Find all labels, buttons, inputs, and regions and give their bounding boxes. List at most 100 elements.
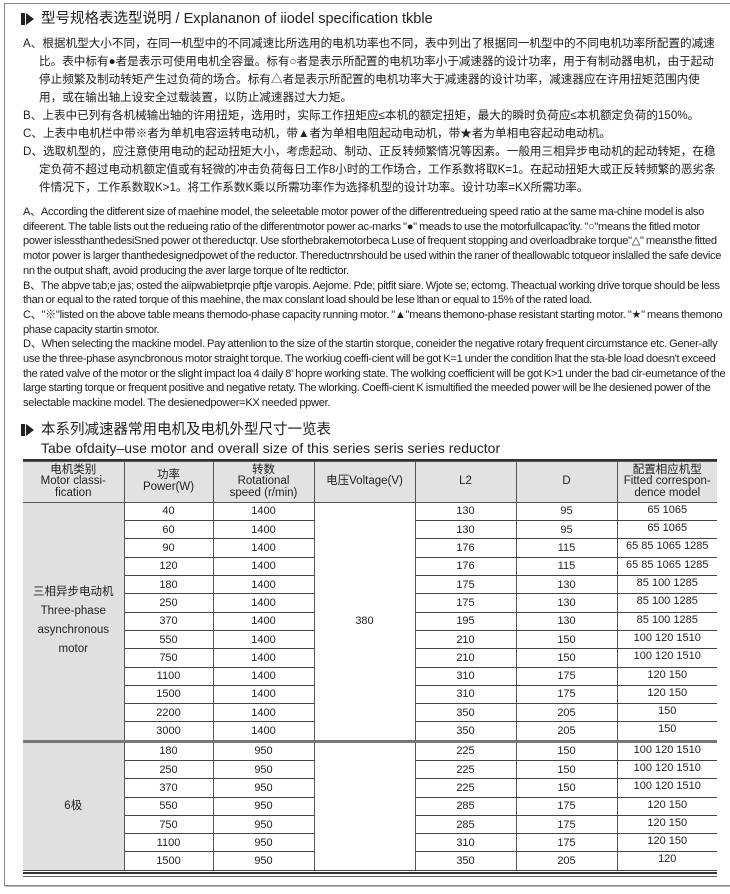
l2-cell: 176 xyxy=(414,556,517,577)
d-cell: 175 xyxy=(515,684,618,705)
d-cell: 150 xyxy=(515,778,618,798)
speed-cell: 1400 xyxy=(212,684,315,705)
power-cell: 2200 xyxy=(124,703,214,723)
note-d-cn: D、选取机型的，应注意使用电动的起动扭矩大小，考虑起动、制动、正反转频繁情况等因… xyxy=(23,145,716,194)
table-row: 1500 1400 310 175 120 150 xyxy=(23,684,717,705)
d-cell: 175 xyxy=(515,814,618,835)
d-cell: 150 xyxy=(515,739,618,762)
table-row: 三相异步电动机 Three-phase asynchronous motor 40 140… xyxy=(23,501,717,742)
l2-cell: 350 xyxy=(414,703,517,723)
note-a-cn: A、根据机型大小不同，在同一机型中的不同减速比所选用的电机功率也不同，表中列出了… xyxy=(23,37,715,104)
d-cell: 205 xyxy=(515,851,618,871)
model-cell: 85 100 1285 xyxy=(616,611,717,631)
header-category: 电机类别 Motor classi-fication xyxy=(23,460,125,503)
l2-cell: 225 xyxy=(414,739,517,762)
section-title-text: 本系列减速器常用电机及电机外型尺寸一览表 xyxy=(41,421,331,438)
d-cell: 115 xyxy=(515,538,618,558)
table-row: 750 950 285 175 120 150 xyxy=(23,814,717,835)
l2-cell: 210 xyxy=(414,648,517,668)
power-cell: 40 xyxy=(123,501,214,522)
d-cell: 175 xyxy=(515,796,618,816)
model-cell: 100 120 1510 xyxy=(616,778,717,798)
speed-cell: 1400 xyxy=(212,703,315,723)
speed-cell: 1400 xyxy=(212,666,315,686)
speed-cell: 1400 xyxy=(212,538,315,558)
speed-cell: 1400 xyxy=(212,611,315,631)
speed-cell: 1400 xyxy=(212,556,315,577)
table-row: 2200 1400 350 205 150 xyxy=(23,703,717,723)
table-row: 250 1400 175 130 85 100 1285 xyxy=(23,593,717,613)
table-row: 1500 950 350 205 120 xyxy=(23,851,717,871)
d-cell: 205 xyxy=(515,703,618,723)
l2-cell: 225 xyxy=(414,759,517,780)
note-d-en: D、When selecting the mackine model. Pay … xyxy=(23,338,726,410)
power-cell: 1500 xyxy=(124,684,214,705)
speed-cell: 950 xyxy=(212,739,315,762)
table-row: 370 1400 195 130 85 100 1285 xyxy=(23,611,717,631)
speed-cell: 950 xyxy=(212,833,315,853)
model-cell: 150 xyxy=(616,721,717,742)
power-cell: 550 xyxy=(124,629,214,650)
l2-cell: 130 xyxy=(414,501,517,522)
d-cell: 115 xyxy=(515,556,618,577)
note-c-en: C、"※"listed on the above table means the… xyxy=(23,308,723,336)
speed-cell: 1400 xyxy=(212,648,315,668)
model-cell: 85 100 1285 xyxy=(616,593,717,613)
model-cell: 120 150 xyxy=(616,833,717,853)
table-row: 6极 180 950 225 150 100 120 1510 xyxy=(23,739,717,871)
table-bottom-rule-thin xyxy=(23,875,717,877)
section-arrow-icon xyxy=(21,423,35,437)
power-cell: 750 xyxy=(124,648,214,668)
speed-cell: 1400 xyxy=(212,575,315,595)
category-cn: 6极 xyxy=(64,799,83,812)
power-cell: 180 xyxy=(123,739,214,762)
model-cell: 65 1065 xyxy=(616,501,717,522)
speed-cell: 950 xyxy=(212,778,315,798)
category-en: asynchronous xyxy=(37,624,110,637)
table-row: 750 1400 210 150 100 120 1510 xyxy=(23,648,717,668)
chinese-notes: A、根据机型大小不同，在同一机型中的不同减速比所选用的电机功率也不同，表中列出了… xyxy=(21,35,723,197)
header-model: 配置相应机型 Fitted correspon-dence model xyxy=(616,460,717,503)
l2-cell: 350 xyxy=(414,851,517,871)
header-power: 功率 Power(W) xyxy=(123,460,214,503)
power-cell: 1100 xyxy=(124,833,214,853)
l2-cell: 310 xyxy=(414,666,517,686)
l2-cell: 285 xyxy=(414,796,517,816)
speed-cell: 1400 xyxy=(212,501,315,522)
power-cell: 370 xyxy=(124,778,214,798)
voltage-cell: 380 xyxy=(313,501,416,742)
table-row: 60 1400 130 95 65 1065 xyxy=(23,520,717,540)
model-cell: 100 120 1510 xyxy=(616,629,717,650)
l2-cell: 175 xyxy=(414,593,517,613)
power-cell: 370 xyxy=(124,611,214,631)
d-cell: 150 xyxy=(515,759,618,780)
table-row: 250 950 225 150 100 120 1510 xyxy=(23,759,717,780)
power-cell: 90 xyxy=(124,538,214,558)
category-en: Three-phase xyxy=(40,605,106,618)
d-cell: 150 xyxy=(515,629,618,650)
section-subtitle: Tabe ofdaity–use motor and overall size … xyxy=(41,439,501,456)
l2-cell: 225 xyxy=(414,778,517,798)
power-cell: 250 xyxy=(124,759,214,780)
category-cell: 6极 xyxy=(23,739,125,871)
model-cell: 100 120 1510 xyxy=(616,759,717,780)
table-row: 180 1400 175 130 85 100 1285 xyxy=(23,575,717,595)
model-cell: 85 100 1285 xyxy=(616,575,717,595)
d-cell: 175 xyxy=(515,666,618,686)
d-cell: 175 xyxy=(515,833,618,853)
table-row: 1100 1400 310 175 120 150 xyxy=(23,666,717,686)
l2-cell: 310 xyxy=(414,833,517,853)
power-cell: 180 xyxy=(124,575,214,595)
speed-cell: 950 xyxy=(212,814,315,835)
l2-cell: 195 xyxy=(414,611,517,631)
header-l2: L2 xyxy=(414,460,517,503)
section-title-text: 型号规格表选型说明 / Explananon of iiodel specifi… xyxy=(41,11,433,27)
speed-cell: 950 xyxy=(212,851,315,871)
l2-cell: 285 xyxy=(414,814,517,835)
speed-cell: 1400 xyxy=(212,593,315,613)
category-cn: 三相异步电动机 xyxy=(33,586,114,599)
voltage-cell xyxy=(313,739,416,871)
table-row: 550 950 285 175 120 150 xyxy=(23,796,717,816)
note-c-cn: C、上表中电机栏中带※者为单机电容运转电动机，带▲者为单相电阻起动电动机，带★者… xyxy=(23,127,611,140)
section-arrow-icon xyxy=(21,12,35,26)
